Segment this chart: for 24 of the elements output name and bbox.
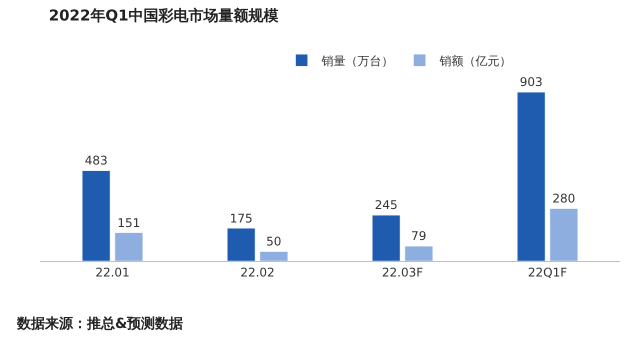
bar	[550, 208, 578, 261]
bar	[114, 232, 143, 261]
x-tick-label: 22Q1F	[528, 265, 568, 280]
data-label: 79	[411, 229, 426, 244]
source-note: 数据来源：推总&预测数据	[16, 316, 184, 332]
data-label: 175	[230, 211, 253, 226]
chart-title: 2022年Q1中国彩电市场量额规模	[48, 6, 280, 25]
bar	[372, 214, 400, 261]
data-label: 151	[117, 216, 140, 230]
data-label: 245	[374, 198, 398, 212]
x-tick-label: 22.01	[95, 265, 130, 280]
legend-label: 销额（亿元）	[438, 54, 512, 68]
bar	[82, 170, 110, 261]
bar	[227, 228, 256, 261]
data-label: 280	[552, 192, 576, 206]
x-tick-label: 22.03F	[382, 265, 424, 280]
data-label: 50	[266, 234, 282, 249]
bar	[404, 246, 433, 261]
bar	[517, 92, 546, 261]
data-label: 483	[84, 154, 108, 168]
data-label: 903	[520, 75, 543, 90]
x-tick-label: 22.02	[240, 265, 275, 280]
legend-label: 销量（万台）	[320, 54, 394, 68]
bar	[260, 251, 288, 261]
